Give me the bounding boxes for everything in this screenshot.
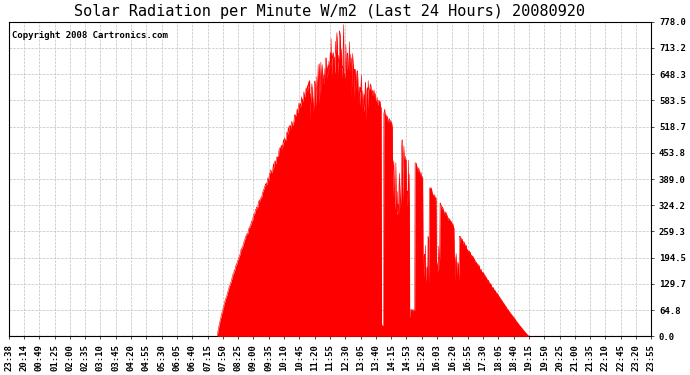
Text: Copyright 2008 Cartronics.com: Copyright 2008 Cartronics.com (12, 31, 168, 40)
Title: Solar Radiation per Minute W/m2 (Last 24 Hours) 20080920: Solar Radiation per Minute W/m2 (Last 24… (75, 4, 586, 19)
